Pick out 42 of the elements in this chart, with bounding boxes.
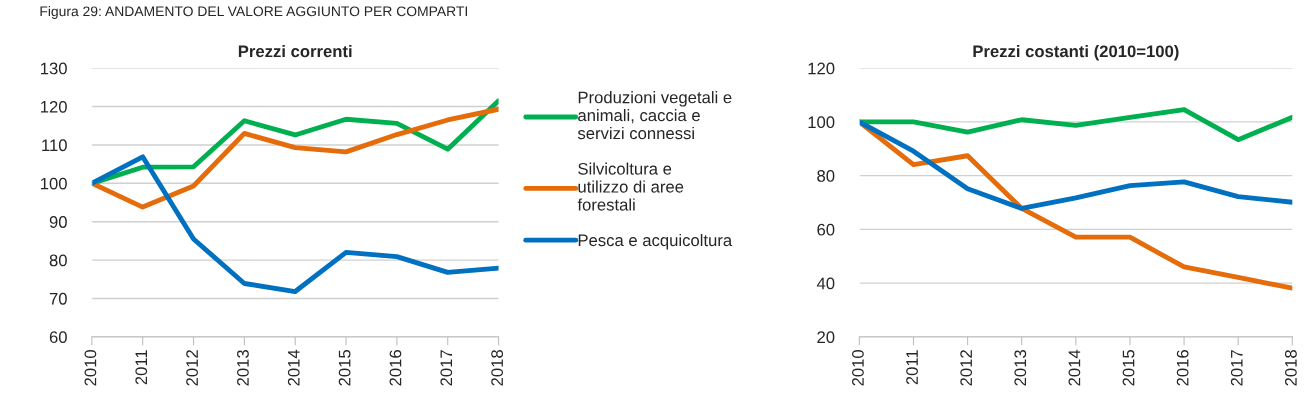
x-tick-label: 2014 (1068, 349, 1081, 386)
x-tick-label: 2012 (960, 350, 973, 386)
x-tick-label: 2012 (186, 350, 198, 386)
x-tick-label: 2017 (440, 350, 453, 386)
line-series (91, 106, 499, 210)
y-tick-label: 130 (41, 62, 67, 75)
line-series (91, 154, 499, 294)
text: Figura 29: ANDAMENTO DEL VALORE AGGIUNTO PER COMPARTI (40, 6, 467, 19)
x-tick-label: 2011 (135, 350, 148, 385)
x-tick-label: 2013 (237, 350, 249, 386)
x-tick-label: 2015 (1122, 350, 1135, 386)
legend-label: Silvicoltura e utilizzo di aree forestali (577, 162, 684, 211)
y-tick-label: 100 (808, 116, 835, 129)
chart-title: Prezzi costanti (2010=100) (973, 44, 1179, 61)
line-series (859, 119, 1293, 211)
y-tick-label: 80 (49, 254, 67, 267)
x-tick-label: 2010 (84, 349, 97, 386)
y-tick-label: 60 (817, 223, 835, 236)
x-tick-label: 2015 (338, 350, 351, 386)
y-tick-label: 100 (41, 177, 67, 190)
x-tick-label: 2018 (1284, 350, 1297, 386)
y-tick-label: 120 (41, 100, 67, 113)
x-tick-label: 2010 (852, 349, 864, 386)
y-tick-label: 20 (817, 331, 835, 344)
x-tick-label: 2016 (1176, 350, 1189, 386)
x-tick-label: 2018 (491, 350, 504, 386)
legend-label: Pesca e acquicoltura (578, 233, 733, 250)
y-tick-label: 120 (808, 62, 835, 75)
y-tick-label: 60 (49, 331, 67, 344)
chart-title: Prezzi correnti (238, 44, 352, 58)
y-tick-label: 40 (816, 277, 835, 290)
y-tick-label: 80 (817, 170, 835, 182)
x-tick-label: 2014 (287, 349, 300, 386)
x-tick-label: 2017 (1230, 350, 1243, 386)
x-tick-label: 2016 (389, 350, 402, 386)
y-tick-label: 90 (49, 216, 67, 228)
line-series (859, 107, 1293, 143)
x-tick-label: 2011 (906, 350, 918, 385)
y-tick-label: 70 (49, 292, 67, 305)
x-tick-label: 2013 (1014, 350, 1027, 386)
legend-label: Produzioni vegetali e animali, caccia e servizi connessi (577, 91, 732, 140)
y-tick-label: 110 (42, 139, 67, 152)
